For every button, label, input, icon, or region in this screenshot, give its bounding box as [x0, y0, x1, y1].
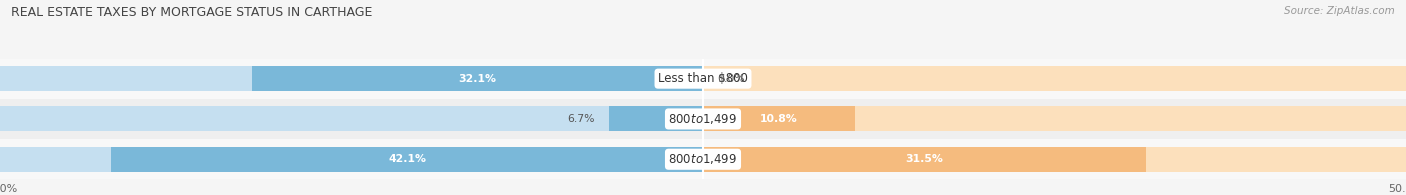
Bar — [0, 106, 703, 131]
Text: 6.7%: 6.7% — [567, 114, 595, 124]
Bar — [703, 106, 855, 131]
Bar — [111, 147, 703, 172]
Bar — [703, 66, 1406, 91]
Bar — [0, 147, 703, 172]
Text: 31.5%: 31.5% — [905, 154, 943, 164]
Bar — [0, 66, 703, 91]
Text: Source: ZipAtlas.com: Source: ZipAtlas.com — [1284, 6, 1395, 16]
Bar — [0, 99, 1406, 139]
Bar — [609, 106, 703, 131]
Text: 42.1%: 42.1% — [388, 154, 426, 164]
Text: 10.8%: 10.8% — [761, 114, 797, 124]
Text: Less than $800: Less than $800 — [658, 72, 748, 85]
Bar — [703, 147, 1406, 172]
Bar — [0, 58, 1406, 99]
Text: 0.0%: 0.0% — [717, 74, 745, 84]
Text: $800 to $1,499: $800 to $1,499 — [668, 152, 738, 166]
Bar — [252, 66, 703, 91]
Bar — [703, 106, 1406, 131]
Text: $800 to $1,499: $800 to $1,499 — [668, 112, 738, 126]
Text: REAL ESTATE TAXES BY MORTGAGE STATUS IN CARTHAGE: REAL ESTATE TAXES BY MORTGAGE STATUS IN … — [11, 6, 373, 19]
Bar — [0, 139, 1406, 179]
Bar — [703, 147, 1146, 172]
Text: 32.1%: 32.1% — [458, 74, 496, 84]
